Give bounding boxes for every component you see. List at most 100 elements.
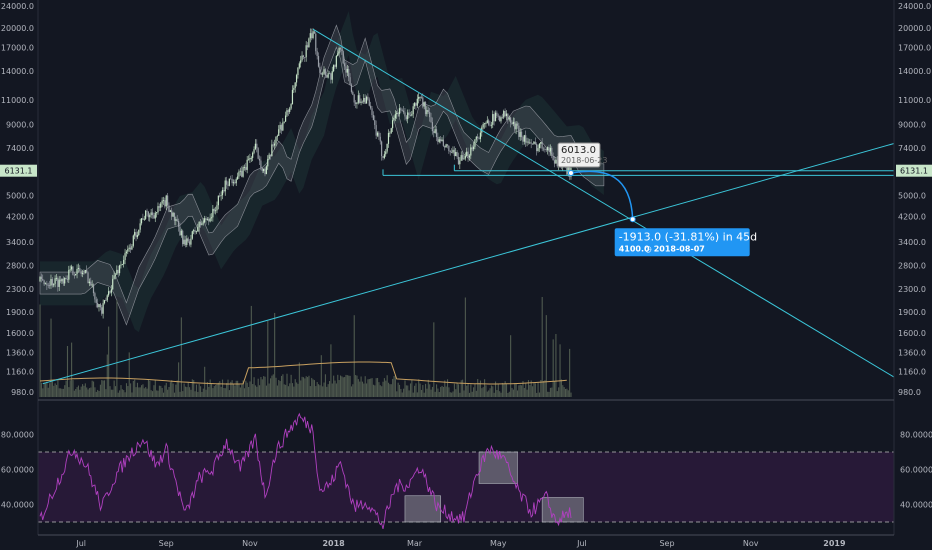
volume-bar xyxy=(278,379,280,397)
candle-body xyxy=(485,123,487,124)
candle-body xyxy=(138,229,140,236)
candle-body xyxy=(352,91,354,95)
candle-body xyxy=(438,139,440,142)
volume-bar xyxy=(211,383,213,397)
candle-body xyxy=(328,73,331,75)
candle-body xyxy=(121,264,123,266)
candle-body xyxy=(300,60,302,64)
candle-body xyxy=(468,155,471,158)
rsi-tick-label-right: 40.0000 xyxy=(900,501,932,510)
volume-bar xyxy=(386,375,388,397)
candle-body xyxy=(359,95,361,103)
candle-body xyxy=(66,279,69,280)
candle-body xyxy=(342,51,344,64)
volume-bar xyxy=(518,385,520,397)
candle-body xyxy=(217,195,219,206)
volume-bar xyxy=(407,385,409,397)
candle-body xyxy=(127,248,129,252)
volume-bar xyxy=(445,386,447,397)
price-tick-label-left: 4200.0 xyxy=(6,212,34,221)
candle-body xyxy=(449,151,451,153)
candle-body xyxy=(368,99,370,106)
candle-body xyxy=(232,182,235,184)
volume-bar xyxy=(254,385,257,397)
volume-bar xyxy=(346,375,348,397)
volume-bar xyxy=(429,384,431,397)
candle-body xyxy=(75,273,77,276)
volume-bar xyxy=(187,382,189,397)
volume-bar xyxy=(536,392,538,397)
candle-body xyxy=(59,279,62,282)
candle-body xyxy=(132,235,134,246)
volume-bar xyxy=(463,390,465,397)
volume-bar xyxy=(138,387,140,397)
ascending-trendline[interactable] xyxy=(42,143,895,385)
descending-trendline[interactable] xyxy=(312,28,895,378)
measure-annotation[interactable]: 6013.0 2018-06-23 -1913.0 (-31.81%) in 4… xyxy=(557,142,757,257)
volume-bar xyxy=(228,390,230,397)
candle-body xyxy=(162,200,165,202)
candle-body xyxy=(401,110,403,112)
volume-bar xyxy=(68,387,70,397)
candle-body xyxy=(134,232,136,236)
volume-bar xyxy=(507,392,509,397)
volume-bar xyxy=(538,392,541,397)
price-candles xyxy=(39,28,572,319)
time-tick-label: Jul xyxy=(75,539,86,548)
candle-body xyxy=(538,143,541,149)
candle-body xyxy=(76,268,78,274)
candle-body xyxy=(158,206,160,208)
candle-body xyxy=(224,180,226,192)
candle-body xyxy=(386,143,388,152)
price-tick-label-left: 2800.0 xyxy=(6,261,34,270)
candle-body xyxy=(241,170,243,177)
candle-body xyxy=(160,203,162,208)
horizontal-levels[interactable] xyxy=(382,164,894,176)
volume-bar xyxy=(485,385,487,397)
candle-body xyxy=(177,221,180,227)
candle-body xyxy=(453,149,455,157)
candle-body xyxy=(156,212,158,214)
volume-bar xyxy=(178,362,180,397)
candle-body xyxy=(553,160,556,164)
volume-bar xyxy=(501,382,503,397)
candle-body xyxy=(215,210,217,212)
candle-body xyxy=(470,147,472,156)
volume-bar xyxy=(125,383,128,397)
candle-body xyxy=(455,152,457,157)
volume-bar xyxy=(327,384,329,397)
volume-bar xyxy=(55,384,58,397)
volume-bar xyxy=(216,383,218,397)
candle-body xyxy=(397,112,399,115)
candle-body xyxy=(298,63,300,68)
candle-body xyxy=(254,143,257,150)
price-tick-label-right: 14000.0 xyxy=(898,67,931,76)
volume-bar xyxy=(423,392,425,397)
candle-body xyxy=(129,247,132,250)
candle-body xyxy=(61,278,63,282)
candle-body xyxy=(287,110,289,112)
candle-body xyxy=(53,283,55,286)
candle-body xyxy=(541,142,543,149)
candle-body xyxy=(525,135,527,143)
candle-body xyxy=(392,120,394,129)
volume-bar xyxy=(493,392,495,397)
candle-body xyxy=(87,272,89,284)
volume-bar xyxy=(54,383,56,397)
candle-body xyxy=(499,116,501,122)
candle-body xyxy=(514,121,516,130)
candle-body xyxy=(110,289,112,293)
volume-bar xyxy=(459,392,461,397)
candle-body xyxy=(143,218,145,220)
trendlines[interactable] xyxy=(42,28,895,385)
candle-body xyxy=(482,124,484,128)
candle-body xyxy=(508,117,510,120)
candle-body xyxy=(474,139,476,147)
volume-bar xyxy=(559,344,561,397)
candle-body xyxy=(341,49,343,52)
volume-bar xyxy=(371,378,373,397)
candle-body xyxy=(390,128,392,133)
price-tick-label-right: 24000.0 xyxy=(898,2,931,11)
candle-body xyxy=(516,123,519,126)
